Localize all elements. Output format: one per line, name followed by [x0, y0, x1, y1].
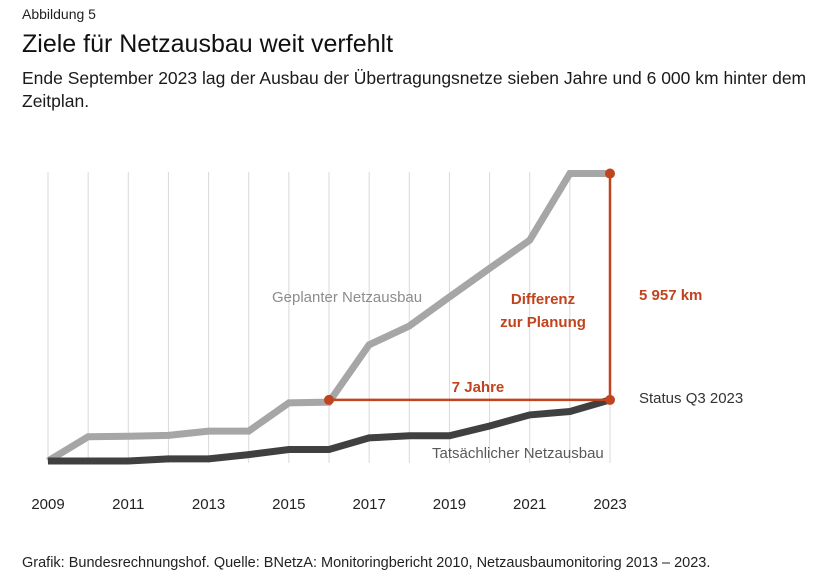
planned-end-dot [605, 168, 615, 179]
planned-series-label: Geplanter Netzausbau [272, 289, 422, 306]
x-tick-label: 2011 [112, 496, 144, 513]
years-gap-label: 7 Jahre [452, 379, 505, 396]
x-tick-label: 2017 [352, 496, 385, 513]
gap-start-dot [324, 394, 334, 405]
annotation-marks [324, 168, 615, 405]
actual-series-label: Tatsächlicher Netzausbau [432, 445, 604, 462]
actual-line [48, 396, 611, 465]
chart-subtitle: Ende September 2023 lag der Ausbau der Ü… [22, 68, 807, 111]
x-tick-label: 2019 [433, 496, 466, 513]
annotation-labels: Geplanter Netzausbau Tatsächlicher Netzau… [272, 287, 743, 462]
difference-label-line1: Differenz [511, 291, 575, 308]
x-tick-label: 2023 [593, 496, 626, 513]
x-axis-ticks: 2009 2011 2013 2015 2017 2019 2021 2023 [31, 496, 626, 513]
x-tick-label: 2015 [272, 496, 305, 513]
difference-label-line2: zur Planung [500, 314, 586, 331]
x-tick-label: 2009 [31, 496, 64, 513]
x-tick-label: 2021 [513, 496, 546, 513]
status-label: Status Q3 2023 [639, 390, 743, 407]
x-tick-label: 2013 [192, 496, 225, 513]
chart-title: Ziele für Netzausbau weit verfehlt [22, 30, 394, 58]
figure-label: Abbildung 5 [22, 6, 96, 22]
source-note: Grafik: Bundesrechnungshof. Quelle: BNet… [22, 555, 711, 571]
difference-value-label: 5 957 km [639, 287, 702, 304]
status-dot [605, 394, 615, 405]
